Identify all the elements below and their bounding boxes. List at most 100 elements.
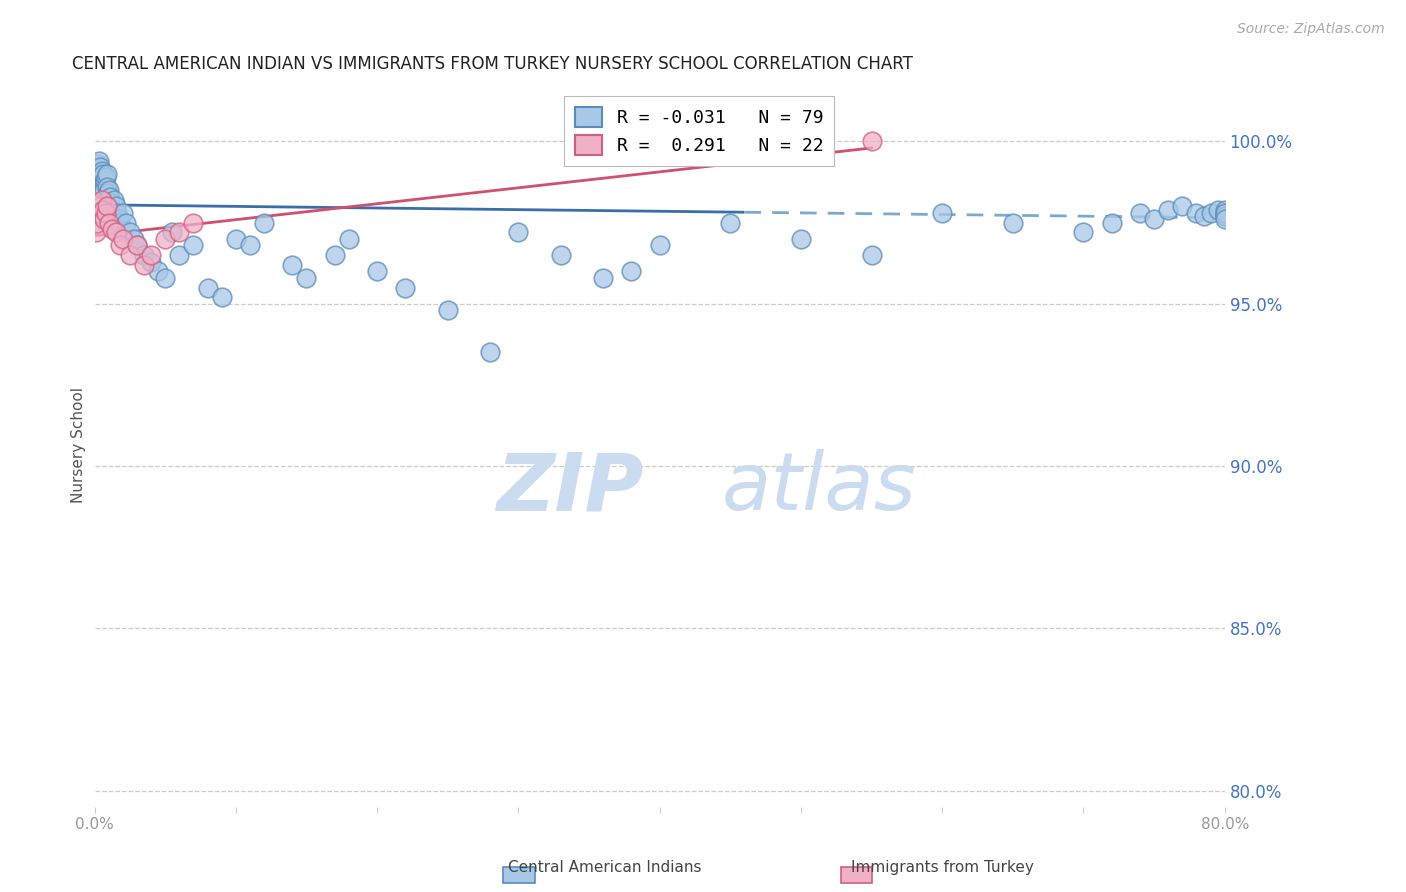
Point [860,248,883,262]
Point [86,163,108,178]
Point [281,258,304,272]
Point [1143,212,1166,227]
Point [931,206,953,220]
Point [1213,212,1236,227]
Point [295,270,318,285]
Point [87,206,110,220]
Point [1192,209,1215,223]
Point [111,206,134,220]
Point [89,167,111,181]
Point [253,216,276,230]
Point [87,157,110,171]
Point [86,216,108,230]
Point [197,280,219,294]
Point [1213,209,1236,223]
Y-axis label: Nursery School: Nursery School [72,387,86,503]
Point [94,173,117,187]
Point [162,225,184,239]
Bar [503,867,534,883]
Point [620,264,643,278]
Point [93,212,115,227]
Point [155,232,177,246]
Point [155,270,177,285]
Point [86,161,108,175]
Point [132,248,155,262]
Point [94,206,117,220]
Point [84,167,107,181]
Point [93,183,115,197]
Point [718,216,741,230]
Point [1213,206,1236,220]
Point [169,248,191,262]
Text: CENTRAL AMERICAN INDIAN VS IMMIGRANTS FROM TURKEY NURSERY SCHOOL CORRELATION CHA: CENTRAL AMERICAN INDIAN VS IMMIGRANTS FR… [72,55,912,73]
Point [183,216,205,230]
Point [139,254,162,268]
Point [84,225,107,239]
Point [790,232,813,246]
Point [1101,216,1123,230]
Point [139,248,162,262]
Point [104,225,127,239]
Bar [841,867,872,883]
Point [93,177,115,191]
Point [1213,206,1236,220]
Point [323,248,346,262]
Point [1206,202,1229,217]
Point [183,238,205,252]
Point [118,225,141,239]
Point [91,163,114,178]
Point [97,183,120,197]
Point [225,232,247,246]
Point [103,193,125,207]
Point [110,222,132,236]
Point [98,189,121,203]
Point [1213,209,1236,223]
Point [107,212,129,227]
Point [211,290,233,304]
Point [366,264,388,278]
Point [436,303,458,318]
Point [97,186,120,201]
Point [94,170,117,185]
Point [1073,225,1095,239]
Point [169,225,191,239]
Point [122,232,145,246]
Point [100,222,122,236]
Point [1129,206,1152,220]
Point [648,238,671,252]
Point [1171,199,1194,213]
Point [114,216,136,230]
Point [111,232,134,246]
Point [125,238,148,252]
Point [87,153,110,168]
Point [101,202,124,217]
Text: Immigrants from Turkey: Immigrants from Turkey [851,861,1033,875]
Point [1199,206,1222,220]
Point [91,167,114,181]
Point [90,170,112,185]
Point [479,345,502,359]
Text: Source: ZipAtlas.com: Source: ZipAtlas.com [1237,22,1385,37]
Point [132,258,155,272]
Point [1157,202,1180,217]
Point [96,180,118,194]
Point [860,135,883,149]
Point [91,202,114,217]
Point [90,193,112,207]
Point [96,167,118,181]
Point [118,248,141,262]
Point [337,232,360,246]
Point [108,216,131,230]
Point [100,196,122,211]
Point [239,238,262,252]
Text: atlas: atlas [721,450,917,527]
Point [592,270,614,285]
Point [89,161,111,175]
Point [108,238,131,252]
Point [89,199,111,213]
Point [125,238,148,252]
Point [508,225,530,239]
Point [96,199,118,213]
Point [1213,202,1236,217]
Point [550,248,572,262]
